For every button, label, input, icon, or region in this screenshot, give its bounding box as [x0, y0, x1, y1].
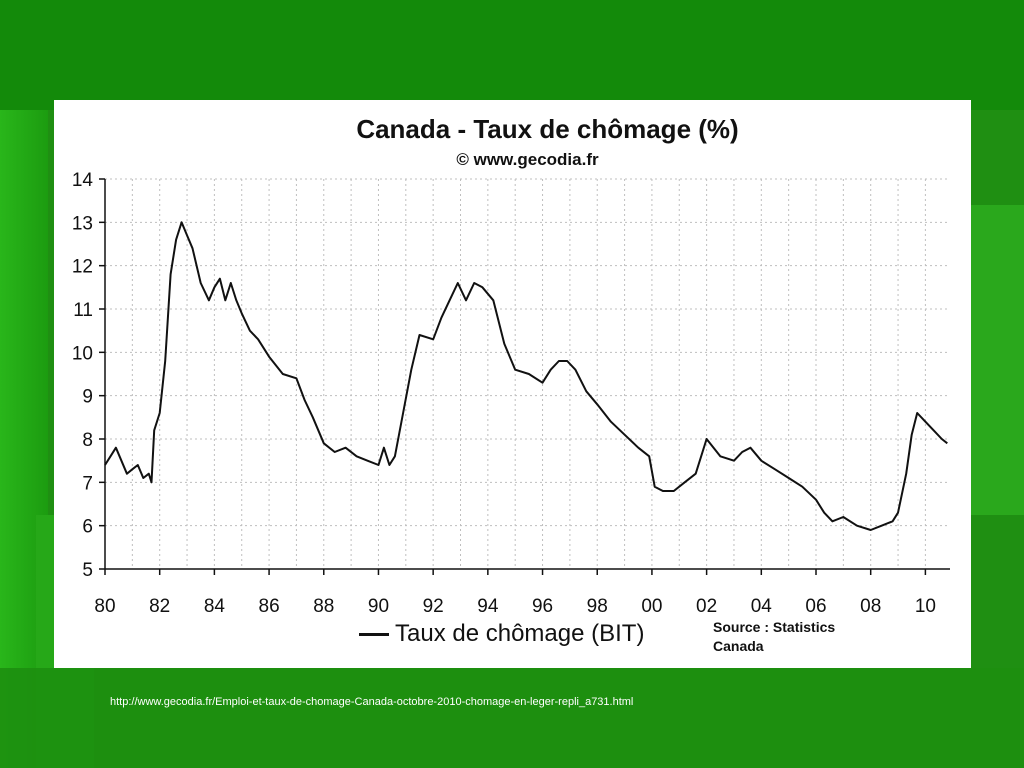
- x-tick-label: 84: [204, 596, 226, 617]
- y-tick-label: 12: [72, 257, 93, 278]
- x-tick-label: 88: [313, 596, 334, 617]
- x-tick-label: 80: [94, 596, 115, 617]
- y-tick-label: 5: [82, 560, 93, 581]
- chart-subtitle: © www.gecodia.fr: [456, 150, 599, 169]
- x-tick-label: 10: [915, 596, 936, 617]
- x-tick-label: 82: [149, 596, 170, 617]
- x-tick-label: 06: [805, 596, 826, 617]
- y-tick-label: 11: [73, 300, 93, 321]
- x-tick-label: 08: [860, 596, 881, 617]
- x-tick-label: 86: [259, 596, 280, 617]
- x-tick-label: 00: [641, 596, 662, 617]
- x-tick-label: 04: [751, 596, 773, 617]
- source-url: http://www.gecodia.fr/Emploi-et-taux-de-…: [110, 696, 634, 708]
- y-tick-label: 10: [72, 343, 93, 364]
- legend-line-swatch: [359, 632, 389, 636]
- source-note: Source : Statistics Canada: [713, 619, 836, 654]
- x-tick-label: 94: [477, 596, 499, 617]
- slide-background-top: [0, 0, 1024, 110]
- legend-label: Taux de chômage (BIT): [395, 620, 645, 647]
- y-tick-label: 6: [82, 517, 93, 538]
- chart-title: Canada - Taux de chômage (%): [356, 114, 739, 144]
- slide-background-bottom: [0, 668, 1024, 768]
- x-tick-label: 02: [696, 596, 717, 617]
- y-tick-label: 7: [82, 473, 93, 494]
- y-tick-label: 9: [82, 387, 93, 408]
- series-line-taux-de-chomage: [104, 221, 948, 531]
- y-tick-label: 8: [82, 430, 93, 451]
- chart-panel: 5 6 7 8 9 10 11 12 13 14 80 82 84 86 88 90 92 94 96 98 00 02 0…: [54, 100, 971, 668]
- x-tick-label: 96: [532, 596, 553, 617]
- x-tick-label: 92: [423, 596, 444, 617]
- slide-decoration-right: [968, 205, 1024, 515]
- x-tick-label: 98: [587, 596, 608, 617]
- y-tick-label: 14: [72, 170, 94, 191]
- y-tick-label: 13: [72, 213, 93, 234]
- x-tick-label: 90: [368, 596, 389, 617]
- line-chart: 5 6 7 8 9 10 11 12 13 14 80 82 84 86 88 90 92 94 96 98 00 02 0…: [72, 170, 950, 617]
- legend: Taux de chômage (BIT): [359, 620, 644, 648]
